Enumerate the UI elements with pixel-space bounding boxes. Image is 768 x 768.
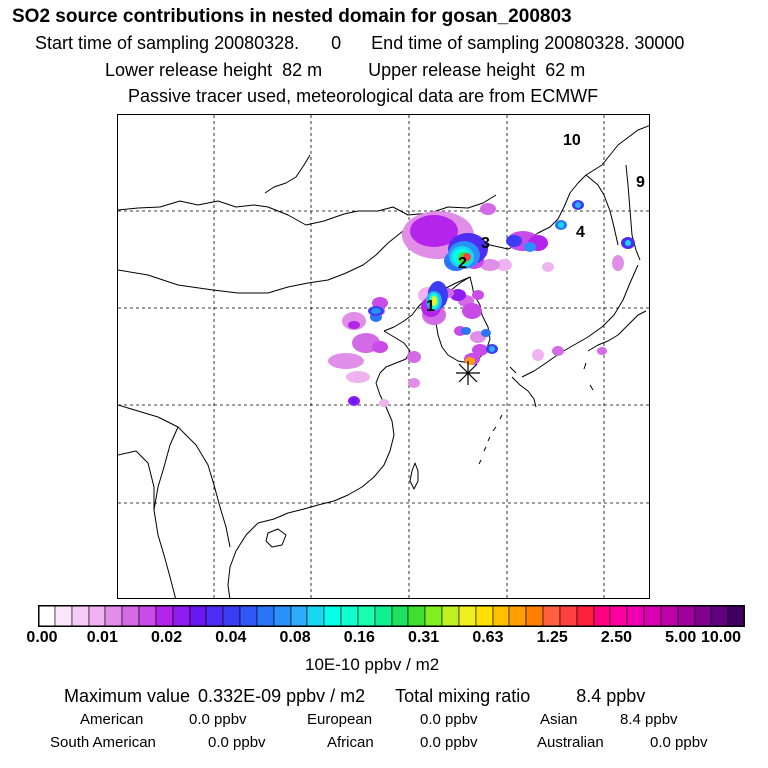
- colorbar-tick-label: 10.00: [700, 629, 742, 646]
- colorbar-tick-label: 0.16: [343, 629, 375, 646]
- receptor-marker: [456, 361, 480, 385]
- plot-title: SO2 source contributions in nested domai…: [12, 6, 572, 27]
- colorbar-swatch: [424, 604, 443, 628]
- colorbar-swatch: [407, 604, 426, 628]
- colorbar-swatch: [54, 604, 73, 628]
- colorbar-swatch: [340, 604, 359, 628]
- region-name: European: [307, 711, 373, 728]
- colorbar-tick-label: 1.25: [536, 629, 568, 646]
- colorbar-swatch: [525, 604, 544, 628]
- colorbar-frame: [38, 605, 745, 627]
- colorbar-swatch: [239, 604, 258, 628]
- max-value-row: Maximum value 0.332E-09 ppbv / m2 Total mi…: [64, 686, 645, 707]
- colorbar-units: 10E-10 ppbv / m2: [305, 655, 440, 674]
- colorbar-swatch: [306, 604, 325, 628]
- colorbar-swatch: [626, 604, 645, 628]
- map-panel: 1 2 3 4 9 10: [117, 114, 650, 599]
- colorbar-swatch: [576, 604, 595, 628]
- colorbar-swatch: [475, 604, 494, 628]
- colorbar: [37, 604, 746, 628]
- colorbar-swatch: [660, 604, 679, 628]
- colorbar-swatch: [677, 604, 696, 628]
- max-value: 0.332E-09 ppbv / m2: [198, 686, 366, 706]
- colorbar-swatch: [593, 604, 611, 628]
- total-mixing-value: 8.4 ppbv: [576, 686, 646, 706]
- region-value: 8.4 ppbv: [620, 711, 678, 728]
- region-label-9: 9: [636, 174, 645, 191]
- coastlines: [118, 125, 649, 598]
- upper-height-label: Upper release height: [368, 60, 536, 80]
- colorbar-swatch: [643, 604, 662, 628]
- sampling-times: Start time of sampling 20080328. 0 End tim…: [35, 33, 684, 54]
- colorbar-tick-label: 2.50: [600, 629, 633, 646]
- colorbar-tick-label: 0.63: [472, 629, 504, 646]
- lat-lon-grid: [118, 115, 649, 598]
- colorbar-swatch: [138, 604, 157, 628]
- colorbar-swatch: [323, 604, 342, 628]
- max-value-label: Maximum value: [64, 686, 191, 706]
- colorbar-swatch: [88, 604, 106, 628]
- colorbar-swatch: [256, 604, 275, 628]
- region-name: South American: [50, 734, 156, 751]
- upper-height-value: 62 m: [545, 60, 586, 80]
- colorbar-swatch: [290, 604, 308, 628]
- colorbar-swatch: [609, 604, 628, 628]
- colorbar-tick-label: 5.00: [665, 629, 697, 646]
- colorbar-swatch: [357, 604, 376, 628]
- colorbar-swatch: [205, 604, 224, 628]
- colorbar-swatch: [694, 604, 712, 628]
- region-value: 0.0 ppbv: [420, 734, 478, 751]
- colorbar-swatch: [172, 604, 191, 628]
- start-time-label: Start time of sampling 20080328.: [35, 33, 300, 53]
- lower-height-value: 82 m: [282, 60, 323, 80]
- colorbar-tick-label: 0.31: [408, 629, 440, 646]
- colorbar-tick-label: 0.01: [86, 629, 118, 646]
- colorbar-swatch: [508, 604, 527, 628]
- colorbar-swatch: [189, 604, 207, 628]
- colorbar-swatch: [441, 604, 460, 628]
- region-label-10: 10: [563, 132, 581, 149]
- region-label-4: 4: [576, 224, 585, 241]
- region-value: 0.0 ppbv: [208, 734, 266, 751]
- colorbar-swatch: [727, 604, 746, 628]
- colorbar-tick-label: 0.02: [150, 629, 183, 646]
- colorbar-swatch: [37, 604, 56, 628]
- region-name: Australian: [537, 734, 604, 751]
- colorbar-swatch: [559, 604, 578, 628]
- colorbar-swatch: [458, 604, 477, 628]
- release-heights: Lower release height 82 m Upper release he…: [105, 60, 585, 81]
- tracer-note: Passive tracer used, meteorological data…: [128, 86, 599, 106]
- colorbar-tick-label: 0.00: [26, 629, 58, 646]
- colorbar-swatch: [542, 604, 561, 628]
- colorbar-swatch: [121, 604, 140, 628]
- region-value: 0.0 ppbv: [420, 711, 478, 728]
- colorbar-swatch: [104, 604, 123, 628]
- colorbar-tick-label: 0.08: [279, 629, 311, 646]
- end-time-label: End time of sampling 20080328. 30000: [371, 33, 685, 53]
- region-name: Asian: [540, 711, 578, 728]
- region-name: African: [327, 734, 374, 751]
- colorbar-swatch: [155, 604, 174, 628]
- region-label-1: 1: [426, 298, 435, 315]
- region-label-2: 2: [458, 255, 467, 272]
- colorbar-swatch: [391, 604, 409, 628]
- concentration-field: [328, 200, 635, 407]
- region-value: 0.0 ppbv: [189, 711, 247, 728]
- colorbar-swatch: [71, 604, 90, 628]
- lower-height-label: Lower release height: [105, 60, 273, 80]
- region-name: American: [80, 711, 144, 728]
- colorbar-swatch: [222, 604, 241, 628]
- colorbar-swatch: [273, 604, 292, 628]
- map-canvas: 1 2 3 4 9 10: [118, 115, 649, 598]
- colorbar-swatch: [492, 604, 510, 628]
- total-mixing-label: Total mixing ratio: [395, 686, 531, 706]
- start-time-suffix: 0: [331, 33, 342, 53]
- colorbar-swatch: [374, 604, 393, 628]
- colorbar-tick-label: 0.04: [215, 629, 247, 646]
- colorbar-swatches: [37, 604, 746, 628]
- colorbar-swatch: [710, 604, 729, 628]
- region-value: 0.0 ppbv: [650, 734, 708, 751]
- region-label-3: 3: [481, 235, 490, 252]
